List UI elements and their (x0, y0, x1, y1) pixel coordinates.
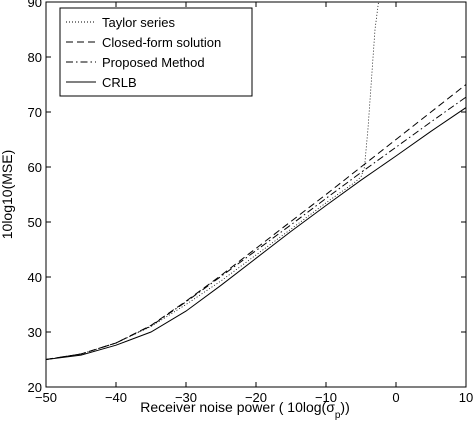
x-tick-label: 0 (392, 390, 399, 405)
y-tick-label: 80 (28, 50, 42, 65)
x-axis-title: Receiver noise power ( 10log(σp)) (140, 399, 350, 421)
x-tick-label: −10 (315, 390, 337, 405)
legend-label: Taylor series (102, 15, 175, 30)
legend: Taylor series Closed-form solution Propose… (59, 7, 253, 97)
y-tick-label: 20 (28, 380, 42, 395)
y-tick-label: 90 (28, 0, 42, 10)
x-tick-label: −20 (245, 390, 267, 405)
y-tick-label: 50 (28, 215, 42, 230)
y-tick-label: 30 (28, 325, 42, 340)
series-line-proposed-method (46, 96, 466, 360)
x-tick-label: −50 (35, 390, 57, 405)
x-tick-label: −40 (105, 390, 127, 405)
series-line-crlb (46, 107, 466, 360)
y-tick-label: 40 (28, 270, 42, 285)
y-tick-label: 60 (28, 160, 42, 175)
axis-ticks: −50 −40 −30 −20 −10 0 10 20 30 40 50 60 70 80 90 (28, 0, 474, 405)
y-tick-label: 70 (28, 105, 42, 120)
x-tick-label: −30 (175, 390, 197, 405)
chart-marks (46, 2, 466, 360)
series-line-closed-form-solution (46, 84, 466, 360)
x-tick-label: 10 (459, 390, 473, 405)
y-axis-title: 10log10(MSE) (0, 150, 15, 240)
legend-box (59, 7, 253, 97)
legend-label: CRLB (102, 75, 137, 90)
series-line-taylor-series (46, 2, 379, 360)
legend-label: Proposed Method (102, 55, 205, 70)
legend-label: Closed-form solution (102, 35, 221, 50)
